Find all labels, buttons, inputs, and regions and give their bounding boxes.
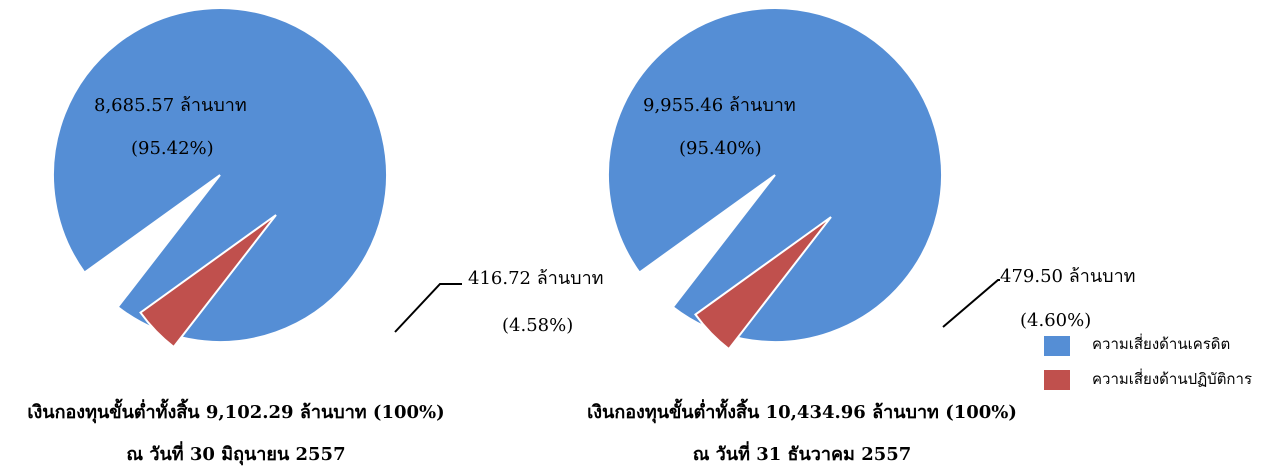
chart-1-total-caption: เงินกองทุนขั้นต่ำทั้งสิ้น 10,434.96 ล้าน…	[587, 398, 1017, 424]
chart-1-leader-line	[942, 279, 1000, 328]
pie-chart-december-2557	[607, 7, 943, 351]
chart-0-date-caption: ณ วันที่ 30 มิถุนายน 2557	[126, 441, 345, 466]
chart-0-leader-line	[394, 283, 462, 333]
chart-0-operational-pct-label: (4.58%)	[502, 315, 573, 336]
chart-0-slice-credit	[52, 7, 388, 343]
legend: ความเสี่ยงด้านเครดิต ความเสี่ยงด้านปฏิบั…	[1044, 333, 1252, 390]
chart-0-slice-operational	[139, 214, 277, 349]
chart-1-slice-credit	[607, 7, 943, 343]
pie-chart-june-2557	[52, 7, 388, 349]
chart-0-operational-value-label: 416.72 ล้านบาท	[468, 268, 604, 289]
chart-1-date-caption: ณ วันที่ 31 ธันวาคม 2557	[693, 441, 912, 465]
chart-1-operational-value-label: 479.50 ล้านบาท	[1000, 266, 1136, 287]
legend-swatch-credit	[1044, 336, 1070, 356]
chart-1-slice-operational	[694, 216, 832, 351]
chart-1-operational-pct-label: (4.60%)	[1020, 310, 1091, 331]
chart-1-credit-value-label: 9,955.46 ล้านบาท	[643, 95, 796, 116]
legend-swatch-operational	[1044, 370, 1070, 390]
chart-1-credit-pct-label: (95.40%)	[679, 138, 762, 159]
legend-label-operational: ความเสี่ยงด้านปฏิบัติการ	[1092, 368, 1252, 388]
chart-0-total-caption: เงินกองทุนขั้นต่ำทั้งสิ้น 9,102.29 ล้านบ…	[27, 398, 444, 424]
legend-label-credit: ความเสี่ยงด้านเครดิต	[1092, 333, 1230, 353]
chart-0-credit-pct-label: (95.42%)	[131, 138, 214, 159]
chart-0-credit-value-label: 8,685.57 ล้านบาท	[94, 95, 247, 116]
